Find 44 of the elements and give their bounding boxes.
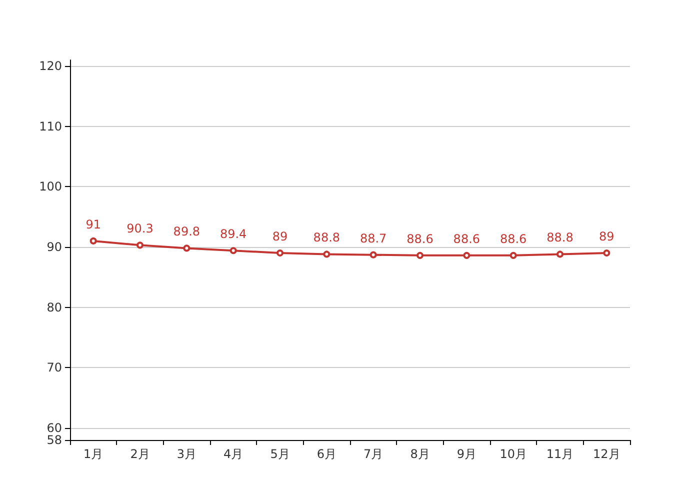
x-tick-label: 11月 [546, 447, 574, 461]
x-tick-label: 6月 [316, 447, 336, 461]
y-tick-label: 80 [46, 300, 62, 314]
x-tick-label: 8月 [410, 447, 430, 461]
x-tick-label: 3月 [176, 447, 196, 461]
x-tick-label: 7月 [364, 447, 384, 461]
y-tick-label: 58 [46, 433, 62, 447]
point [556, 250, 564, 258]
x-tick-label: 9月 [456, 447, 476, 461]
x-tick-label: 1月 [84, 447, 104, 461]
data-label: 89 [599, 230, 614, 244]
x-tick-label: 2月 [130, 447, 150, 461]
point [276, 250, 284, 257]
data-label: 88.8 [313, 230, 340, 245]
x-tick-label: 4月 [224, 447, 244, 461]
y-tick-label: 90 [46, 240, 62, 254]
data-label: 88.7 [360, 231, 387, 246]
x-tick-label: 5月 [270, 447, 290, 461]
y-tick-label: 120 [39, 59, 62, 74]
data-label: 89.8 [173, 224, 200, 239]
data-label: 88.6 [500, 232, 527, 246]
point [136, 242, 144, 249]
point [510, 252, 517, 259]
data-label: 88.6 [406, 232, 434, 246]
y-tick-label: 100 [39, 180, 62, 194]
data-label: 91 [86, 217, 101, 232]
y-tick-label: 70 [46, 360, 62, 375]
x-tick-label: 12月 [593, 447, 620, 461]
point [463, 252, 470, 259]
y-tick-label: 60 [46, 420, 62, 435]
point [183, 244, 190, 252]
data-label: 88.6 [453, 232, 480, 246]
point [370, 251, 377, 258]
point [603, 250, 610, 257]
point [323, 250, 330, 258]
data-label: 89 [272, 230, 288, 244]
data-label: 88.8 [546, 230, 574, 245]
y-tick-label: 110 [39, 119, 62, 134]
point [230, 247, 237, 254]
data-label: 89.4 [220, 227, 247, 242]
point [90, 237, 97, 244]
data-label: 90.3 [126, 222, 154, 236]
point [416, 252, 424, 259]
x-tick-label: 10月 [500, 447, 527, 461]
